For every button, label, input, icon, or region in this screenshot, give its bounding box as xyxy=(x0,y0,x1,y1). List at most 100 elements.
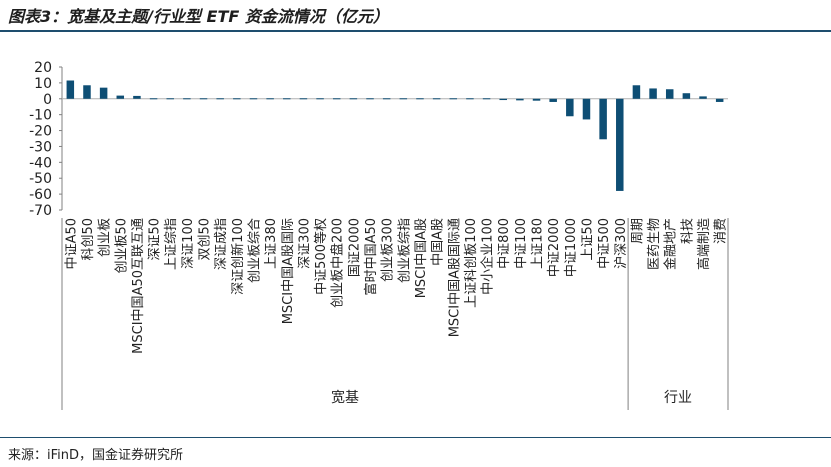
bar xyxy=(516,98,524,101)
bar xyxy=(466,98,474,100)
category-label: 医药生物 xyxy=(647,218,662,270)
y-tick-label: 10 xyxy=(34,76,52,92)
category-label: 中证2000 xyxy=(547,218,562,277)
category-label: 上证180 xyxy=(531,218,546,269)
bar xyxy=(183,98,191,100)
category-label: 上证科创板100 xyxy=(464,218,479,308)
bar xyxy=(715,98,724,102)
category-label: 中小企业100 xyxy=(480,218,496,295)
bar xyxy=(266,98,274,100)
category-label: 中证A50 xyxy=(64,218,79,269)
bar xyxy=(316,98,324,100)
bar xyxy=(283,98,291,100)
bar xyxy=(249,98,258,100)
category-label: 中证800 xyxy=(497,218,512,269)
category-label: 国证2000 xyxy=(347,218,362,277)
y-tick-label: -20 xyxy=(29,124,52,140)
bar xyxy=(166,98,174,100)
category-label: 金融地产 xyxy=(663,218,679,270)
category-label: 上证380 xyxy=(264,218,279,269)
title-rule xyxy=(0,30,831,32)
category-label: 高端制造 xyxy=(696,218,712,270)
category-label: 创业板中盘200 xyxy=(330,218,346,308)
bar xyxy=(599,98,607,140)
category-label: 沪深300 xyxy=(613,218,629,269)
category-label-layer: 中证A50 科创50 创业板 创业板50 MSCI中国A50互联互通 深证50 上证综指 深证… xyxy=(64,218,728,406)
bar xyxy=(299,98,308,100)
category-label: 科技 xyxy=(680,218,695,244)
bar xyxy=(382,98,391,100)
bar xyxy=(532,98,541,101)
bar-layer xyxy=(66,80,724,191)
bar xyxy=(149,98,158,100)
bar xyxy=(133,95,141,99)
group-label: 行业 xyxy=(664,390,692,406)
bar xyxy=(416,98,424,100)
bar xyxy=(499,98,507,101)
category-label: 中国A股 xyxy=(431,218,446,266)
bar xyxy=(199,98,208,100)
bar xyxy=(116,95,125,99)
source-rule xyxy=(0,437,831,438)
bar xyxy=(632,85,641,99)
bar xyxy=(582,98,591,120)
bar xyxy=(649,88,657,99)
category-label: 上证综指 xyxy=(164,218,179,270)
category-label: 深证100 xyxy=(181,218,196,269)
category-label: 科创50 xyxy=(81,218,96,261)
y-tick-label: -70 xyxy=(29,203,52,219)
bar xyxy=(399,98,408,100)
bar xyxy=(216,98,224,100)
category-label: 创业板综合 xyxy=(247,218,262,283)
bar xyxy=(482,98,491,100)
category-label: 双创50 xyxy=(198,218,213,261)
category-label: MSCI中国A股 xyxy=(414,218,429,298)
y-tick-label: -50 xyxy=(29,171,52,187)
category-label: MSCI中国A50互联互通 xyxy=(131,218,146,354)
bar xyxy=(332,98,341,100)
category-label: 深证300 xyxy=(297,218,312,269)
group-label: 宽基 xyxy=(331,389,359,406)
category-label: 中证500等权 xyxy=(313,218,329,295)
category-label: 消费 xyxy=(714,218,729,244)
category-label: 富时中国A50 xyxy=(363,218,379,295)
bar xyxy=(366,98,374,100)
bar xyxy=(549,98,557,102)
y-tick-label: 0 xyxy=(43,92,52,108)
bar xyxy=(566,98,574,117)
category-label: 创业板300 xyxy=(381,218,396,282)
category-label: 中证1000 xyxy=(564,218,579,277)
category-label: 深证50 xyxy=(148,218,163,261)
category-label: 深证创新100 xyxy=(230,218,246,295)
figure-title: 图表3：宽基及主题/行业型 ETF 资金流情况（亿元） xyxy=(8,7,389,26)
etf-flow-bar-chart: 20100-10-20-30-40-50-60-70 中证A50 科创50 创业板创… xyxy=(29,60,729,410)
y-tick-label: 20 xyxy=(34,60,52,76)
category-label: 创业板50 xyxy=(114,218,129,274)
category-label: MSCI中国A股国际通 xyxy=(447,218,462,337)
bar xyxy=(83,85,91,99)
y-tick-label: -40 xyxy=(29,155,52,171)
y-tick-label: -30 xyxy=(29,139,52,155)
bar xyxy=(665,89,674,99)
bar xyxy=(349,98,358,100)
y-tick-label: -60 xyxy=(29,187,52,203)
category-label: 中证100 xyxy=(514,218,529,269)
y-tick-label: -10 xyxy=(29,108,52,124)
bar xyxy=(616,98,624,191)
bar xyxy=(233,98,241,100)
category-label: 上证50 xyxy=(580,218,595,261)
category-label: 创业板综指 xyxy=(397,218,412,283)
bar xyxy=(699,96,707,99)
category-label: 深证成指 xyxy=(214,218,229,270)
category-label: MSCI中国A股国际 xyxy=(281,218,296,324)
source-note: 来源：iFinD，国金证券研究所 xyxy=(8,448,184,463)
bar xyxy=(682,93,691,99)
bar xyxy=(449,98,458,100)
bar xyxy=(66,80,75,99)
category-label: 创业板 xyxy=(98,218,113,257)
bar xyxy=(99,87,108,99)
bar xyxy=(432,98,441,100)
category-label: 周期 xyxy=(630,218,645,244)
category-label: 中证500 xyxy=(597,218,612,269)
